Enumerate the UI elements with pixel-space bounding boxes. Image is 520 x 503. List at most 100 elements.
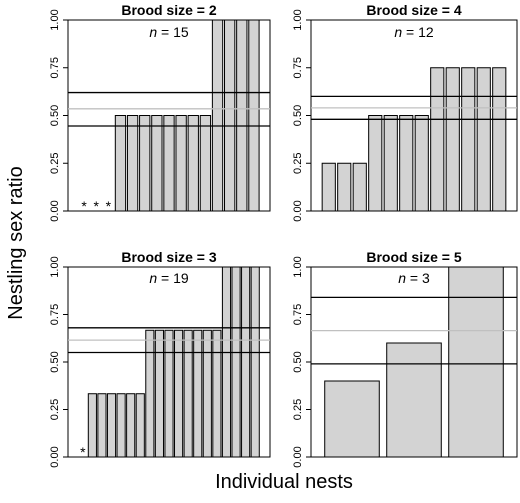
bar [352, 162, 367, 212]
panel-title-prefix: Brood size = [121, 2, 209, 18]
bar [248, 19, 260, 212]
zero-marker: * [106, 198, 112, 214]
bar [476, 67, 491, 212]
panel-n-label: n = 3 [398, 270, 430, 286]
bar [87, 393, 97, 458]
panel-title: Brood size = 5 [366, 249, 462, 265]
bar [430, 67, 445, 212]
y-tick-label: 0.00 [49, 200, 61, 221]
panel-brood-5: Brood size = 5 n = 3 0.00 0.25 0.50 0.75 1.00 [292, 249, 518, 468]
bar [154, 329, 164, 458]
y-tick-label: 0.25 [292, 153, 304, 174]
y-tick-label: 0.25 [49, 153, 61, 174]
n-symbol: n [398, 270, 406, 286]
y-tick-label: 0.50 [49, 351, 61, 372]
n-value: = 3 [406, 270, 430, 286]
y-axis-label: Nestling sex ratio [5, 166, 27, 319]
bar [202, 329, 212, 458]
panel-brood-4: Brood size = 4 n = 12 0.00 0.25 0.50 0.75 1.00 [292, 2, 518, 222]
zero-marker: * [80, 444, 86, 460]
panel-title-value: 4 [454, 2, 462, 18]
x-axis-label: Individual nests [215, 471, 353, 493]
y-tick-label: 0.75 [49, 304, 61, 325]
y-tick-label: 0.50 [49, 105, 61, 126]
bar [448, 266, 504, 458]
y-tick-label: 0.00 [292, 200, 304, 221]
bar [116, 393, 126, 458]
n-symbol: n [149, 24, 157, 40]
panel-n-label: n = 12 [394, 24, 434, 40]
bar [368, 115, 383, 212]
n-value: = 15 [157, 24, 189, 40]
y-tick-label: 1.00 [49, 256, 61, 277]
y-tick-label: 0.75 [292, 57, 304, 78]
panel-n-label: n = 15 [149, 24, 189, 40]
panel-title: Brood size = 3 [121, 249, 217, 265]
panel-title-value: 2 [209, 2, 217, 18]
y-tick-label: 0.00 [49, 446, 61, 467]
panel-title-prefix: Brood size = [121, 249, 209, 265]
bar [461, 67, 476, 212]
panel-brood-3: Brood size = 3 n = 19 0.00 0.25 0.50 0.75 1.00… [49, 249, 271, 468]
n-value: = 19 [157, 270, 189, 286]
panel-title-value: 5 [454, 249, 462, 265]
y-tick-label: 0.25 [49, 399, 61, 420]
n-symbol: n [394, 24, 402, 40]
bar [187, 115, 199, 212]
panel-title-prefix: Brood size = [366, 249, 454, 265]
zero-marker: * [93, 198, 99, 214]
bar [164, 329, 174, 458]
bar [199, 115, 212, 212]
bar [126, 393, 136, 458]
bar [193, 329, 203, 458]
bar [212, 329, 222, 458]
y-tick-label: 0.25 [292, 399, 304, 420]
panel-title: Brood size = 2 [121, 2, 217, 18]
bar [383, 115, 398, 212]
bar [241, 266, 251, 458]
bar [250, 266, 260, 458]
bar [183, 329, 193, 458]
y-tick-label: 0.50 [292, 351, 304, 372]
bar [211, 19, 224, 212]
panel-title-prefix: Brood size = [366, 2, 454, 18]
bar [175, 115, 187, 212]
bar [399, 115, 414, 212]
bar [163, 115, 175, 212]
bar [126, 115, 139, 212]
panel-n-label: n = 19 [149, 270, 189, 286]
bar [337, 162, 352, 212]
panel-title: Brood size = 4 [366, 2, 462, 18]
zero-marker: * [81, 198, 87, 214]
bar [386, 342, 442, 458]
bar [106, 393, 117, 458]
y-tick-label: 1.00 [292, 256, 304, 277]
y-tick-label: 0.75 [49, 57, 61, 78]
panel-title-value: 3 [209, 249, 217, 265]
panel-brood-2: Brood size = 2 n = 15 0.00 0.25 0.50 0.75 1.00… [49, 2, 271, 222]
n-value: = 12 [402, 24, 434, 40]
bar [414, 115, 429, 212]
y-tick-label: 1.00 [292, 9, 304, 30]
bar [221, 266, 232, 458]
bar [324, 380, 380, 458]
bar [231, 266, 241, 458]
bar [236, 19, 248, 212]
y-tick-label: 0.00 [292, 446, 304, 467]
bar [174, 329, 184, 458]
panels: Brood size = 2 n = 15 0.00 0.25 0.50 0.75 1.00… [49, 2, 518, 468]
n-symbol: n [149, 270, 157, 286]
bar [151, 115, 163, 212]
bar [492, 67, 507, 212]
bar [97, 393, 107, 458]
y-tick-label: 0.75 [292, 304, 304, 325]
bar [445, 67, 460, 212]
bar [224, 19, 236, 212]
bar [114, 115, 127, 212]
bar [321, 162, 336, 212]
bar [139, 115, 151, 212]
y-tick-label: 1.00 [49, 9, 61, 30]
bar [135, 393, 145, 458]
